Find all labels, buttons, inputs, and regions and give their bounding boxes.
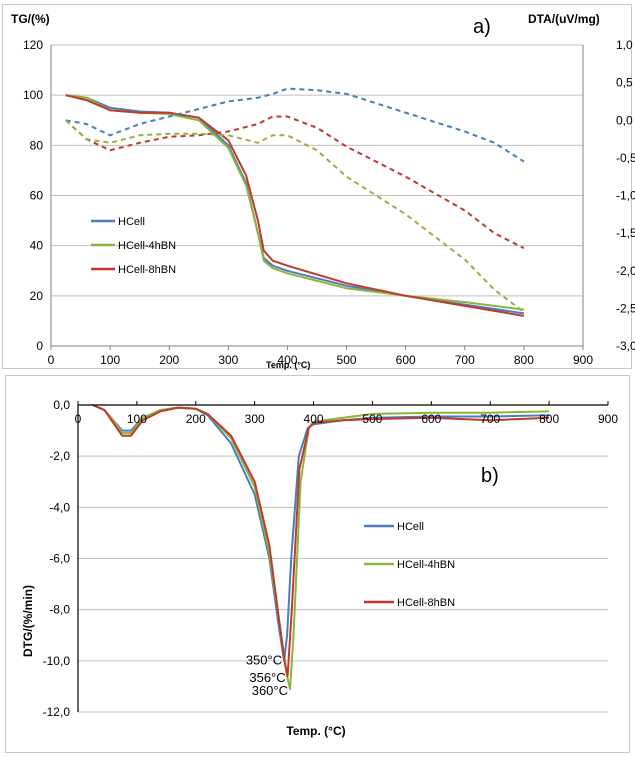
x-tick-label-b: 0 xyxy=(75,412,82,426)
peak-annotation: 350°C xyxy=(246,652,282,667)
x-tick-label-a: 800 xyxy=(514,353,534,367)
legend-label: HCell-4hBN xyxy=(118,240,176,252)
y-tick-right-label: -2,0 xyxy=(616,264,635,278)
x-tick-label-b: 800 xyxy=(539,412,559,426)
x-tick-label-a: 400 xyxy=(277,353,297,367)
x-tick-label-a: 0 xyxy=(48,353,55,367)
y-tick-label-b: -12,0 xyxy=(43,705,71,719)
legend-a: HCell HCell-4hBN HCell-8hBN xyxy=(91,216,176,276)
y-tick-right-label: -0,5 xyxy=(616,151,635,165)
x-tick-label-b: 200 xyxy=(186,412,206,426)
dta-series-line-4 xyxy=(65,115,525,250)
x-tick-label-a: 300 xyxy=(218,353,238,367)
y-tick-left-label: 40 xyxy=(30,239,44,253)
y-tick-left-label: 80 xyxy=(30,138,44,152)
y-tick-right-label: -2,5 xyxy=(616,301,635,315)
x-tick-label-a: 200 xyxy=(159,353,179,367)
dta-series-line-5 xyxy=(65,119,525,313)
tga-dta-chart-panel: 0 20 40 60 80 100 120 -3,0 -2,5 -2,0 -1,5 -1,0 -0,5 0… xyxy=(2,4,635,370)
dtg-chart: -12,0 -10,0 -8,0 -6,0 -4,0 -2,0 0,0 0 100 200 300 4… xyxy=(21,398,618,738)
y-tick-left-label: 100 xyxy=(23,88,43,102)
y-tick-label-b: -6,0 xyxy=(49,552,70,566)
x-tick-label-b: 900 xyxy=(598,412,618,426)
y-tick-right-label: 1,0 xyxy=(616,38,633,52)
x-tick-label-a: 600 xyxy=(396,353,416,367)
y-tick-left-label: 120 xyxy=(23,38,43,52)
tg-axis-title: TG/(%) xyxy=(11,12,50,26)
x-tick-label-b: 500 xyxy=(362,412,382,426)
dtg-series-line-2 xyxy=(92,404,550,678)
x-axis-title-b: Temp. (°C) xyxy=(286,724,345,738)
y-tick-label-b: -10,0 xyxy=(43,654,71,668)
dtg-series-line-1 xyxy=(92,404,550,690)
y-tick-label-b: -8,0 xyxy=(49,603,70,617)
panel-label-b: b) xyxy=(481,465,499,487)
legend-label: HCell xyxy=(118,216,145,228)
dtg-axis-title: DTG/(%/min) xyxy=(21,585,35,657)
tg-series-line-2 xyxy=(65,94,525,317)
y-tick-left-label: 0 xyxy=(36,339,43,353)
legend-label: HCell xyxy=(397,521,424,533)
legend-label: HCell-8hBN xyxy=(397,597,455,609)
tga-dta-chart: 0 20 40 60 80 100 120 -3,0 -2,5 -2,0 -1,5 -1,0 -0,5 0… xyxy=(11,12,635,370)
x-tick-label-a: 900 xyxy=(573,353,593,367)
y-tick-label-b: -2,0 xyxy=(49,449,70,463)
y-tick-right-label: -3,0 xyxy=(616,339,635,353)
y-tick-left-label: 60 xyxy=(30,189,44,203)
x-tick-label-b: 700 xyxy=(480,412,500,426)
tg-series-line-1 xyxy=(65,94,525,311)
legend-label: HCell-4hBN xyxy=(397,559,455,571)
x-tick-label-b: 100 xyxy=(127,412,147,426)
y-tick-left-label: 20 xyxy=(30,289,44,303)
y-tick-right-label: 0,0 xyxy=(616,113,633,127)
x-tick-label-a: 500 xyxy=(337,353,357,367)
x-tick-label-b: 600 xyxy=(421,412,441,426)
y-tick-label-b: 0,0 xyxy=(53,398,70,412)
legend-label: HCell-8hBN xyxy=(118,264,176,276)
x-tick-label-a: 100 xyxy=(100,353,120,367)
dtg-series-line-0 xyxy=(92,404,550,662)
y-tick-right-label: -1,5 xyxy=(616,226,635,240)
y-tick-label-b: -4,0 xyxy=(49,500,70,514)
legend-b: HCell HCell-4hBN HCell-8hBN xyxy=(364,521,455,609)
x-tick-label-a: 700 xyxy=(455,353,475,367)
peak-annotation: 356°C xyxy=(249,670,285,685)
dta-series-line-3 xyxy=(65,87,525,163)
dta-axis-title: DTA/(uV/mg) xyxy=(528,12,600,26)
panel-label-a: a) xyxy=(473,16,491,38)
peak-annotation: 360°C xyxy=(252,683,288,698)
x-tick-label-b: 300 xyxy=(245,412,265,426)
y-tick-right-label: -1,0 xyxy=(616,189,635,203)
dtg-chart-panel: -12,0 -10,0 -8,0 -6,0 -4,0 -2,0 0,0 0 100 200 300 4… xyxy=(5,375,630,753)
x-axis-title-a: Temp. (°C) xyxy=(266,360,310,370)
y-tick-right-label: 0,5 xyxy=(616,76,633,90)
x-tick-label-b: 400 xyxy=(304,412,324,426)
